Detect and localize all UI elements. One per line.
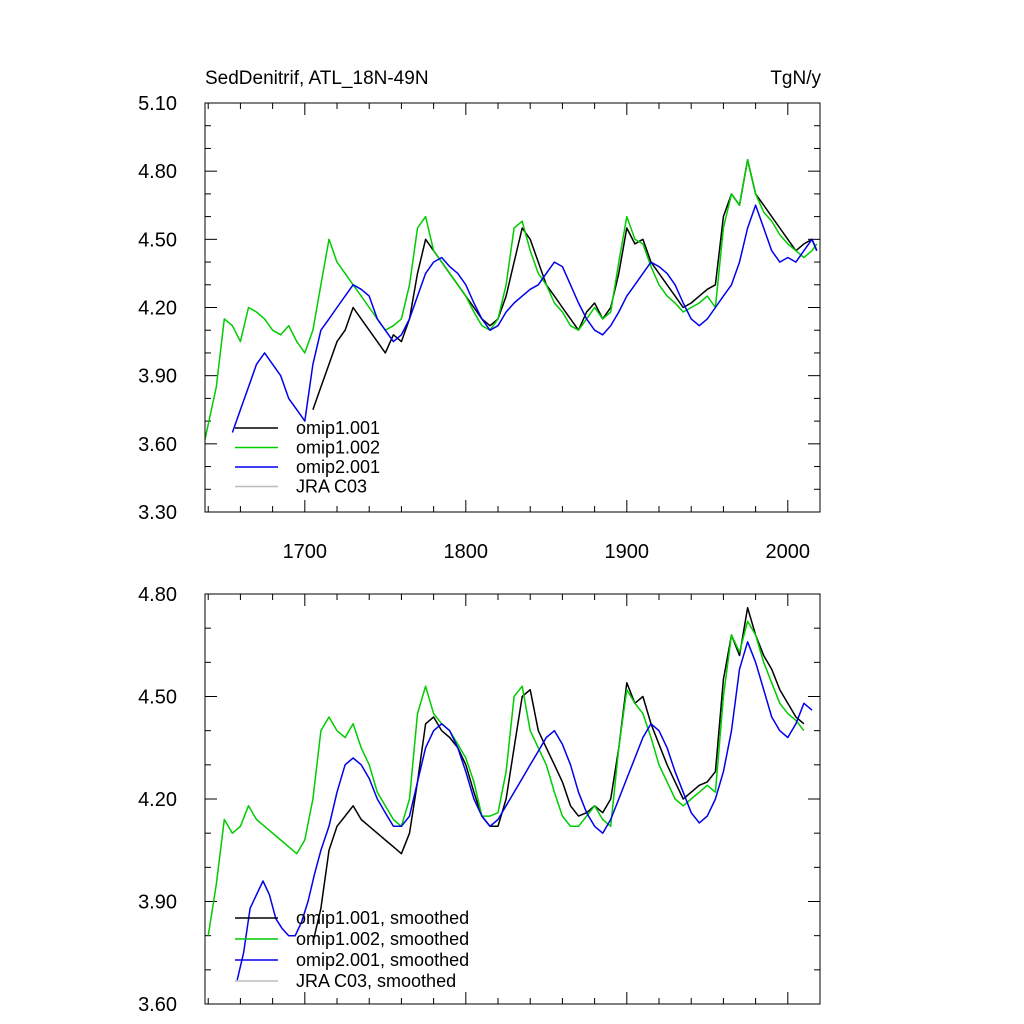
y-tick-label: 5.10 bbox=[138, 93, 177, 115]
legend-label: omip1.002, smoothed bbox=[296, 929, 469, 949]
units-label: TgN/y bbox=[770, 68, 821, 89]
legend-label: omip2.001 bbox=[296, 457, 380, 477]
legend-label: JRA C03 bbox=[296, 477, 367, 497]
plot-frame bbox=[204, 102, 821, 513]
x-tick-label: 1900 bbox=[605, 541, 650, 563]
series-line bbox=[312, 606, 805, 943]
y-tick-label: 4.80 bbox=[138, 161, 177, 183]
series-line bbox=[204, 159, 818, 440]
x-tick-label: 2000 bbox=[766, 541, 811, 563]
legend-label: omip1.001, smoothed bbox=[296, 908, 469, 928]
y-tick-label: 4.80 bbox=[138, 584, 177, 606]
y-tick-label: 3.90 bbox=[138, 366, 177, 388]
legend-label: omip1.001 bbox=[296, 418, 380, 438]
y-tick-label: 4.50 bbox=[138, 229, 177, 251]
top-panel: SedDenitrif, ATL_18N-49N TgN/y 3.30 3.60 3… bbox=[138, 68, 821, 563]
legend-label: omip1.002 bbox=[296, 438, 380, 458]
bottom-panel: 3.60 3.90 4.20 4.50 4.80 omip1.001, smoothed… bbox=[138, 584, 821, 1016]
x-tick-label: 1700 bbox=[283, 541, 328, 563]
y-tick-label: 3.60 bbox=[138, 434, 177, 456]
legend-label: omip2.001, smoothed bbox=[296, 950, 469, 970]
y-tick-label: 3.60 bbox=[138, 994, 177, 1016]
y-tick-label: 3.90 bbox=[138, 892, 177, 914]
y-tick-label: 4.20 bbox=[138, 789, 177, 811]
x-tick-label: 1800 bbox=[444, 541, 489, 563]
y-tick-label: 4.20 bbox=[138, 298, 177, 320]
series-line bbox=[231, 204, 818, 433]
chart-title: SedDenitrif, ATL_18N-49N bbox=[205, 68, 429, 89]
y-tick-label: 4.50 bbox=[138, 687, 177, 709]
series-line bbox=[207, 620, 805, 936]
series-line bbox=[236, 641, 813, 981]
y-tick-label: 3.30 bbox=[138, 502, 177, 524]
plot-frame bbox=[204, 593, 821, 1005]
legend-label: JRA C03, smoothed bbox=[296, 971, 456, 991]
